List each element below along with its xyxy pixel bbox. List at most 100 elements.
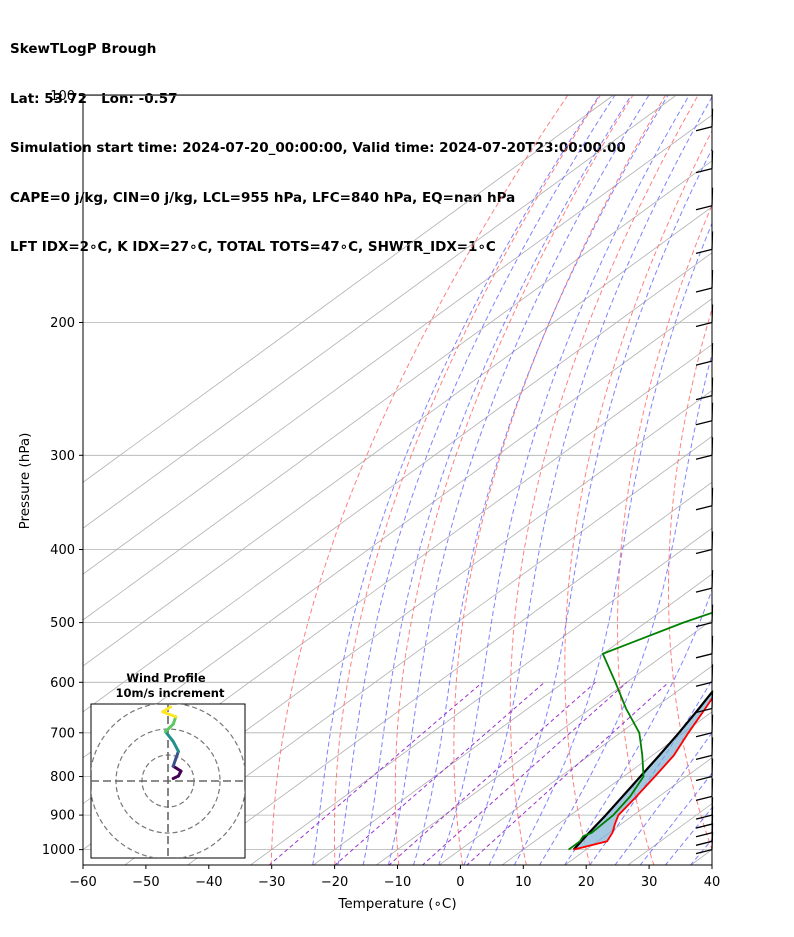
moist-adiabat (513, 222, 712, 865)
hodograph-title: Wind Profile (126, 671, 206, 685)
y-tick-label: 700 (50, 726, 75, 741)
wind-barb (695, 402, 714, 426)
x-tick-label: 40 (704, 875, 721, 890)
wind-barb (695, 570, 714, 593)
isotherm-line (83, 206, 712, 667)
moist-adiabat (312, 95, 600, 865)
moist-adiabat (463, 95, 712, 865)
wind-barb (695, 437, 714, 460)
wind-barb-staff (695, 754, 713, 761)
y-tick-label: 600 (50, 676, 75, 691)
x-tick-label: −10 (384, 875, 411, 890)
parcel-profile-line (572, 690, 712, 851)
hodograph-trace-segment (171, 764, 183, 773)
moist-adiabat (589, 679, 712, 865)
isotherm-line (375, 619, 712, 865)
x-tick-label: −60 (69, 875, 96, 890)
wind-barb-staff (695, 621, 713, 628)
y-tick-label: 200 (50, 316, 75, 331)
wind-barb-staff (695, 587, 713, 593)
x-tick-label: 20 (578, 875, 595, 890)
y-tick-label: 900 (50, 809, 75, 824)
moist-adiabat (362, 95, 632, 865)
wind-barb (695, 531, 714, 555)
mixing-ratio-line (268, 681, 483, 865)
chart-title: SkewTLogP Brough (10, 41, 157, 57)
y-tick-label: 400 (50, 543, 75, 558)
y-tick-label: 800 (50, 770, 75, 785)
moist-adiabat (564, 588, 712, 865)
hodograph-inner (91, 704, 245, 858)
mixing-ratio-line (334, 681, 545, 865)
wind-barb-staff (695, 653, 713, 659)
wind-barb (695, 108, 714, 132)
y-axis-label: Pressure (hPa) (17, 433, 33, 530)
dry-adiabat (668, 307, 712, 852)
profiles (568, 611, 712, 851)
moist-adiabat (337, 95, 616, 865)
y-tick-label: 100 (50, 89, 75, 104)
x-tick-label: −30 (258, 875, 285, 890)
dewpoint-profile-line (568, 611, 712, 851)
isotherm-line (83, 95, 614, 483)
moist-adiabat (639, 772, 712, 865)
wind-barb-staff (695, 775, 713, 782)
dry-adiabat (453, 95, 666, 865)
dry-adiabat (766, 96, 794, 866)
isotherm-line (501, 711, 712, 865)
wind-barb-staff (695, 420, 713, 426)
wind-barb (695, 269, 714, 293)
y-tick-label: 300 (50, 449, 75, 464)
x-tick-label: −50 (132, 875, 159, 890)
wind-barb-staff (695, 795, 713, 802)
y-tick-label: 500 (50, 616, 75, 631)
mixing-ratio-line (421, 681, 628, 865)
dry-adiabat (718, 96, 794, 866)
wind-barb (695, 758, 714, 782)
moist-adiabat (387, 95, 650, 865)
wind-barb-staff (695, 248, 713, 255)
wind-barb (695, 635, 714, 659)
chart-header: SkewTLogP Brough Lat: 53.72 Lon: -0.57 S… (10, 8, 626, 272)
isotherm-line (312, 573, 712, 865)
moist-adiabat (538, 352, 712, 865)
moist-adiabat (438, 95, 690, 865)
temperature-profile-line (573, 696, 712, 851)
moist-adiabat (412, 95, 669, 865)
wind-barb-staff (695, 360, 713, 366)
wind-barb (695, 737, 714, 761)
isotherm-line (83, 114, 712, 575)
isotherm-line (187, 481, 712, 865)
x-tick-label: 10 (515, 875, 532, 890)
isotherm-line (83, 160, 712, 621)
wind-barb-staff (695, 394, 713, 401)
hodograph-subtitle: 10m/s increment (116, 686, 225, 700)
isotherm-line (83, 252, 712, 713)
x-tick-label: −40 (195, 875, 222, 890)
wind-barb-staff (695, 167, 713, 174)
x-tick-label: −20 (321, 875, 348, 890)
wind-barb (695, 187, 714, 211)
x-axis-label: Temperature (∘C) (337, 896, 456, 912)
isotherm-line (249, 527, 712, 865)
isotherm-line (124, 435, 712, 865)
hodograph-trace-segment (171, 739, 180, 753)
x-tick-label: 0 (456, 875, 464, 890)
moist-adiabat (488, 147, 712, 865)
hodograph-trace-segment (161, 705, 173, 714)
isotherm-line (438, 665, 712, 865)
moist-adiabat (614, 731, 712, 865)
isotherm-line (564, 757, 712, 865)
mixing-ratio-line (388, 681, 596, 865)
wind-barb-staff (695, 848, 713, 855)
wind-barb (695, 778, 714, 802)
wind-barb-staff (695, 732, 713, 738)
y-tick-label: 1000 (42, 843, 75, 858)
wind-barb (695, 487, 714, 511)
hodograph-trace-segment (163, 730, 175, 743)
wind-barb-staff (695, 505, 713, 511)
wind-barb-staff (695, 814, 713, 820)
axes: −60 −50 −40 −30 −20 −10 0 10 20 30 40 1000 900 800 700… (17, 89, 720, 912)
